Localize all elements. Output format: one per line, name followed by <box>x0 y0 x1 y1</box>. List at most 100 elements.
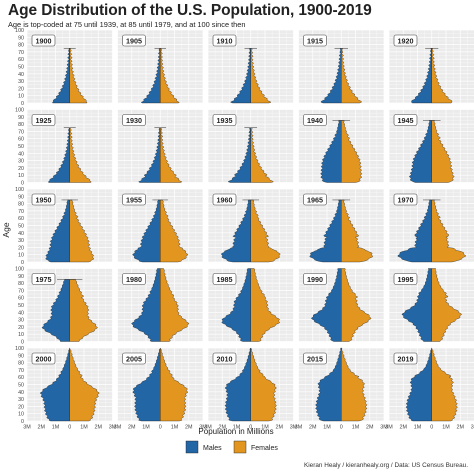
y-tick-label: 60 <box>18 375 24 381</box>
pyramid-females-1990 <box>341 268 372 342</box>
y-tick-label: 80 <box>18 202 24 208</box>
pyramid-females-1960 <box>250 199 281 263</box>
y-tick-label: 70 <box>18 288 24 294</box>
pyramid-females-1955 <box>160 199 189 263</box>
facet-label-box <box>212 273 237 285</box>
facet-label-box <box>393 193 418 206</box>
facet-label-1940: 1940 <box>307 116 323 125</box>
pyramid-males-1990 <box>311 268 342 342</box>
y-tick-label: 100 <box>15 346 24 352</box>
facet-label-2015: 2015 <box>307 355 323 364</box>
facet-label-box <box>303 34 327 47</box>
x-tick-label: 3M <box>23 425 31 431</box>
pyramid-males-1980 <box>131 268 161 342</box>
x-tick-label: 0 <box>430 425 433 431</box>
x-tick-label: 2M <box>276 425 284 431</box>
pyramid-males-1970 <box>397 199 432 263</box>
facet-label-box <box>212 352 237 365</box>
x-tick-label: 3M <box>204 425 212 431</box>
y-tick-label: 10 <box>18 94 24 100</box>
facet-label-box <box>122 273 146 285</box>
pyramid-males-2010 <box>224 347 251 422</box>
facet-label-box <box>31 273 56 285</box>
facet-label-box <box>122 114 146 126</box>
pyramid-females-1995 <box>431 268 462 342</box>
chart-subtitle: Age is top-coded at 75 until 1939, at 85… <box>8 20 246 29</box>
facet-label-box <box>303 114 327 126</box>
facet-label-1955: 1955 <box>126 196 142 205</box>
pyramid-females-1975 <box>69 279 98 342</box>
facet-label-1990: 1990 <box>307 275 323 284</box>
x-tick-label: 1M <box>142 425 150 431</box>
x-tick-label: 1M <box>233 425 241 431</box>
x-tick-label: 2M <box>400 425 408 431</box>
facet-label-box <box>393 352 418 365</box>
legend-label-females: Females <box>251 445 278 452</box>
facet-label-1950: 1950 <box>36 196 52 205</box>
facet-label-1925: 1925 <box>36 116 52 125</box>
y-tick-label: 100 <box>15 267 24 273</box>
pyramid-females-1935 <box>250 127 274 183</box>
pyramid-males-1940 <box>320 120 342 183</box>
x-tick-label: 3M <box>385 425 393 431</box>
facet-label-box <box>122 352 146 365</box>
x-tick-label: 2M <box>219 425 227 431</box>
facet-label-box <box>212 193 237 206</box>
y-tick-label: 20 <box>18 245 24 251</box>
x-tick-label: 3M <box>295 425 303 431</box>
y-tick-label: 60 <box>18 296 24 302</box>
pyramid-males-1960 <box>220 199 251 263</box>
y-tick-label: 40 <box>18 231 24 237</box>
y-tick-label: 30 <box>18 159 24 165</box>
pyramid-males-1985 <box>221 268 251 342</box>
facet-label-2010: 2010 <box>217 355 233 364</box>
pyramid-females-1965 <box>341 199 374 263</box>
pyramid-females-1925 <box>69 127 92 183</box>
pyramid-females-1900 <box>69 48 88 104</box>
y-tick-label: 100 <box>15 187 24 193</box>
x-tick-label: 1M <box>442 425 450 431</box>
y-tick-label: 30 <box>18 79 24 85</box>
x-tick-label: 1M <box>261 425 269 431</box>
pyramid-males-2000 <box>40 347 70 422</box>
facet-label-box <box>393 34 418 47</box>
facet-label-1915: 1915 <box>307 37 323 46</box>
facet-label-box <box>393 273 418 285</box>
pyramid-males-1975 <box>41 279 70 342</box>
y-tick-label: 90 <box>18 35 24 41</box>
facet-label-box <box>393 114 418 126</box>
y-tick-label: 10 <box>18 173 24 179</box>
x-tick-label: 3M <box>380 425 388 431</box>
x-tick-label: 2M <box>309 425 317 431</box>
y-tick-label: 10 <box>18 253 24 259</box>
y-tick-label: 40 <box>18 310 24 316</box>
pyramid-males-2019 <box>405 347 432 422</box>
facet-label-2005: 2005 <box>126 355 142 364</box>
pyramid-females-1915 <box>341 48 362 104</box>
pyramid-females-1985 <box>250 268 281 342</box>
x-tick-label: 2M <box>366 425 374 431</box>
y-tick-label: 10 <box>18 332 24 338</box>
y-tick-label: 40 <box>18 390 24 396</box>
y-tick-label: 70 <box>18 50 24 56</box>
facet-label-box <box>31 352 56 365</box>
x-tick-label: 3M <box>199 425 207 431</box>
y-tick-label: 40 <box>18 72 24 78</box>
pyramid-males-1905 <box>140 48 161 104</box>
y-tick-label: 90 <box>18 353 24 359</box>
x-tick-label: 3M <box>109 425 117 431</box>
x-tick-label: 1M <box>352 425 360 431</box>
legend-swatch-males <box>185 440 199 454</box>
y-tick-label: 70 <box>18 209 24 215</box>
facet-label-1975: 1975 <box>36 275 52 284</box>
y-tick-label: 50 <box>18 224 24 230</box>
x-tick-label: 1M <box>323 425 331 431</box>
y-axis-title: Age <box>1 222 11 237</box>
pyramid-males-1925 <box>48 127 70 183</box>
facet-label-box <box>303 193 327 206</box>
facet-label-1905: 1905 <box>126 37 142 46</box>
x-tick-label: 1M <box>52 425 60 431</box>
x-tick-label: 3M <box>114 425 122 431</box>
pyramid-females-1980 <box>160 268 190 342</box>
y-tick-label: 20 <box>18 404 24 410</box>
